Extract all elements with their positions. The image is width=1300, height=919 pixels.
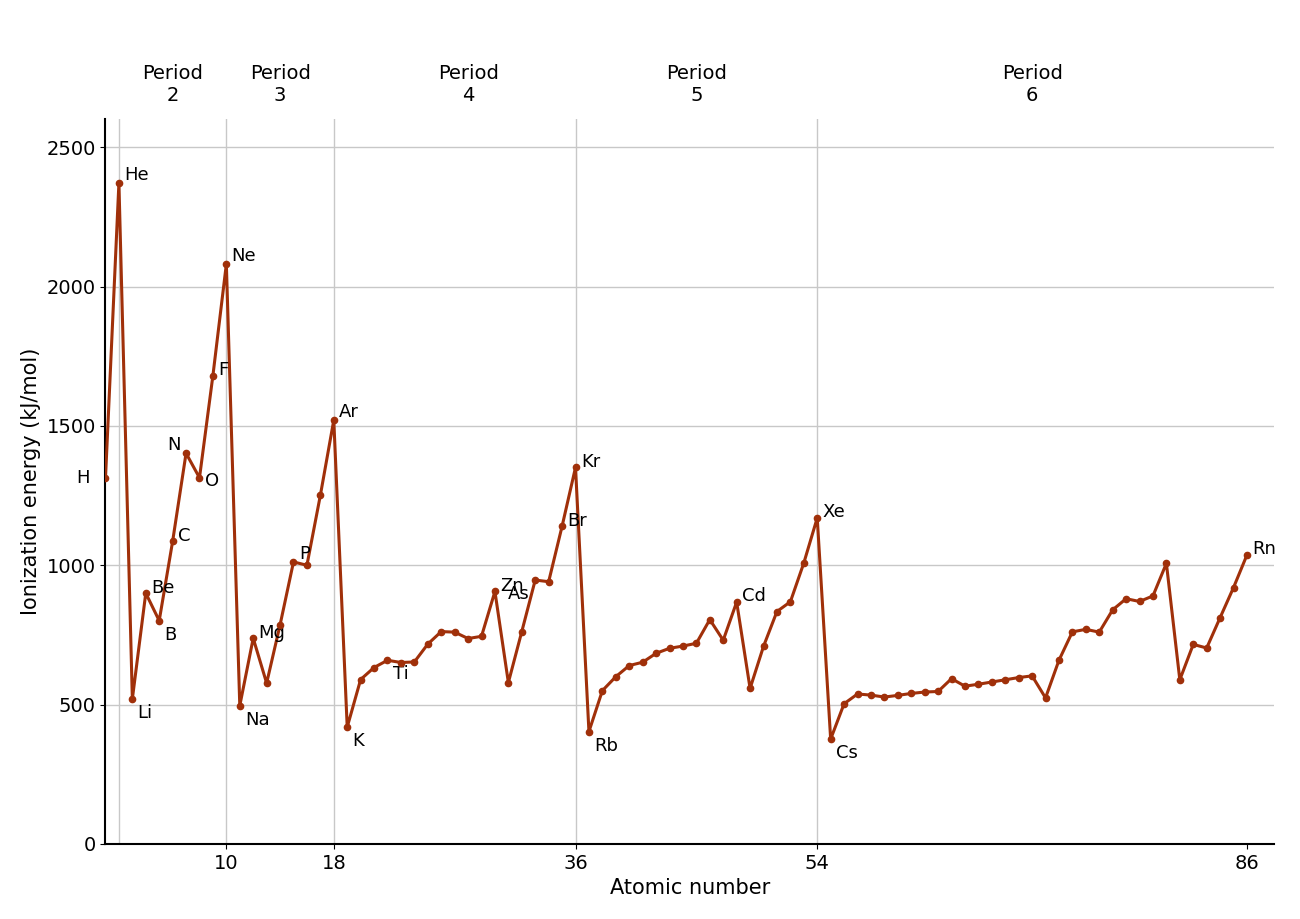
Text: K: K (352, 732, 364, 750)
Text: N: N (168, 436, 181, 454)
Y-axis label: Ionization energy (kJ/mol): Ionization energy (kJ/mol) (21, 348, 40, 616)
Text: Cs: Cs (836, 744, 858, 762)
Text: C: C (178, 527, 191, 545)
Text: Ar: Ar (339, 403, 359, 421)
X-axis label: Atomic number: Atomic number (610, 879, 770, 898)
Text: Zn: Zn (500, 577, 524, 595)
Text: P: P (299, 545, 309, 562)
Text: Xe: Xe (823, 504, 845, 521)
Text: Cd: Cd (742, 587, 766, 606)
Text: Br: Br (567, 512, 588, 529)
Text: Period
2: Period 2 (142, 64, 203, 105)
Text: As: As (508, 585, 530, 603)
Text: Ne: Ne (231, 246, 256, 265)
Text: Period
6: Period 6 (1002, 64, 1062, 105)
Text: Mg: Mg (259, 624, 286, 641)
Text: H: H (75, 470, 90, 487)
Text: F: F (218, 361, 229, 379)
Text: O: O (205, 471, 218, 490)
Text: Ti: Ti (393, 665, 408, 683)
Text: Period
5: Period 5 (666, 64, 727, 105)
Text: Na: Na (246, 710, 270, 729)
Text: Li: Li (138, 704, 153, 722)
Text: B: B (165, 626, 177, 643)
Text: Period
3: Period 3 (250, 64, 311, 105)
Text: Rb: Rb (594, 736, 619, 754)
Text: Period
4: Period 4 (438, 64, 498, 105)
Text: Rn: Rn (1252, 540, 1277, 559)
Text: He: He (125, 165, 150, 184)
Text: Be: Be (151, 579, 174, 596)
Text: Kr: Kr (581, 453, 601, 471)
